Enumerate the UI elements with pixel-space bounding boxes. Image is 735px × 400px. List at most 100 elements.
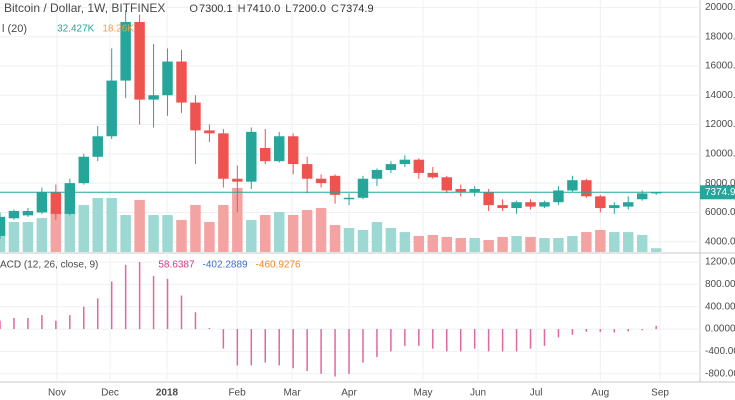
- volume-bar: [497, 236, 508, 252]
- volume-bar: [106, 197, 117, 252]
- volume-bar: [36, 218, 48, 252]
- candle-body: [22, 210, 34, 216]
- candle-body: [50, 191, 62, 214]
- volume-bar: [371, 222, 383, 252]
- volume-bar: [134, 199, 145, 252]
- candle-body: [0, 216, 6, 236]
- candle-body: [92, 136, 103, 157]
- volume-bar: [385, 227, 397, 252]
- candle-body: [525, 202, 536, 207]
- volume-bar: [287, 215, 299, 252]
- candle-body: [609, 205, 620, 209]
- ohlc-value: 7410.0: [247, 3, 281, 15]
- legends: Bitcoin / Dollar, 1W, BITFINEX O 7300.1 H 74…: [0, 1, 374, 270]
- candle-body: [553, 190, 564, 203]
- candle-body: [581, 180, 592, 197]
- candle-body: [190, 102, 201, 131]
- macd-legend-value: -402.2889: [203, 260, 248, 271]
- x-tick-label: Sep: [651, 388, 669, 399]
- macd-legend: ACD (12, 26, close, 9): [0, 260, 98, 271]
- candle-body: [64, 183, 76, 214]
- y-tick-label: 4000.0: [705, 236, 735, 247]
- ohlc-letter: C: [331, 3, 339, 15]
- candle-body: [260, 147, 271, 162]
- volume-bar: [120, 215, 131, 252]
- volume-pane: [0, 187, 662, 252]
- axes: 20000.0 18000.0 16000.0 14000.0 12000.0 10000…: [48, 2, 735, 399]
- volume-bar: [623, 232, 634, 252]
- candle-body: [357, 178, 369, 198]
- candle-body: [301, 164, 313, 179]
- volume-bar: [329, 225, 341, 252]
- candle-body: [287, 136, 299, 165]
- volume-legend-value: 32.427K: [57, 24, 95, 35]
- volume-bar: [567, 236, 578, 252]
- volume-bar: [8, 222, 20, 252]
- x-tick-label: May: [414, 388, 433, 399]
- candle-body: [650, 192, 662, 194]
- candle-body: [399, 159, 411, 165]
- volume-bar: [455, 238, 466, 252]
- x-tick-label: Jul: [530, 388, 543, 399]
- candle-body: [8, 210, 20, 219]
- volume-bar: [609, 232, 620, 252]
- y2-tick-label: 0.0000: [705, 324, 735, 335]
- volume-bar: [399, 232, 411, 252]
- candle-body: [106, 80, 117, 137]
- macd-legend-value: -460.9276: [256, 260, 301, 271]
- y-tick-label: 18000.0: [705, 31, 735, 42]
- ohlc-letter: H: [238, 3, 246, 15]
- x-tick-label: Nov: [48, 388, 66, 399]
- volume-bar: [92, 197, 103, 252]
- candle-body: [483, 191, 494, 206]
- candle-body: [371, 169, 383, 179]
- ohlc-value: 7374.9: [340, 3, 374, 15]
- macd-legend-value: 58.6387: [158, 260, 195, 271]
- candle-body: [441, 177, 452, 191]
- volume-bar: [232, 187, 243, 252]
- x-tick-label: Mar: [283, 388, 301, 399]
- volume-bar: [301, 210, 313, 252]
- y2-tick-label: 400.000: [705, 301, 735, 312]
- volume-bar: [553, 238, 564, 252]
- candle-body: [539, 202, 550, 207]
- candle-body: [427, 172, 439, 178]
- candle-body: [511, 202, 522, 209]
- last-price-label: 7374.9: [705, 187, 735, 198]
- candle-body: [455, 189, 466, 192]
- y-tick-label: 10000.0: [705, 148, 735, 159]
- volume-bar: [441, 236, 452, 252]
- volume-bar: [413, 236, 425, 252]
- volume-legend: l (20): [2, 23, 27, 35]
- volume-bar: [273, 211, 285, 252]
- volume-bar: [260, 215, 271, 252]
- candle-body: [134, 21, 145, 100]
- candle-body: [329, 175, 341, 195]
- volume-bar: [0, 222, 6, 252]
- volume-bar: [511, 236, 522, 252]
- ohlc-letter: L: [285, 3, 291, 15]
- candle-body: [36, 191, 48, 213]
- x-tick-label: 2018: [156, 388, 179, 399]
- volume-bar: [525, 236, 536, 252]
- volume-bar: [204, 222, 215, 252]
- volume-bar: [162, 215, 173, 252]
- y2-tick-label: -800.000: [705, 368, 735, 379]
- volume-bar: [148, 215, 159, 252]
- candle-body: [162, 61, 173, 96]
- candle-body: [120, 21, 131, 81]
- y-tick-label: 6000.0: [705, 207, 735, 218]
- volume-bar: [190, 204, 201, 252]
- candle-body: [148, 95, 159, 100]
- y-tick-label: 20000.0: [705, 2, 735, 13]
- candle-body: [385, 164, 397, 170]
- volume-bar: [176, 220, 187, 252]
- macd-pane: [0, 261, 657, 377]
- ohlc-value: 7300.1: [199, 3, 233, 15]
- y2-tick-label: 800.000: [705, 279, 735, 290]
- y-tick-label: 14000.0: [705, 90, 735, 101]
- candle-body: [636, 193, 648, 200]
- volume-bar: [357, 229, 369, 252]
- candle-body: [246, 131, 257, 182]
